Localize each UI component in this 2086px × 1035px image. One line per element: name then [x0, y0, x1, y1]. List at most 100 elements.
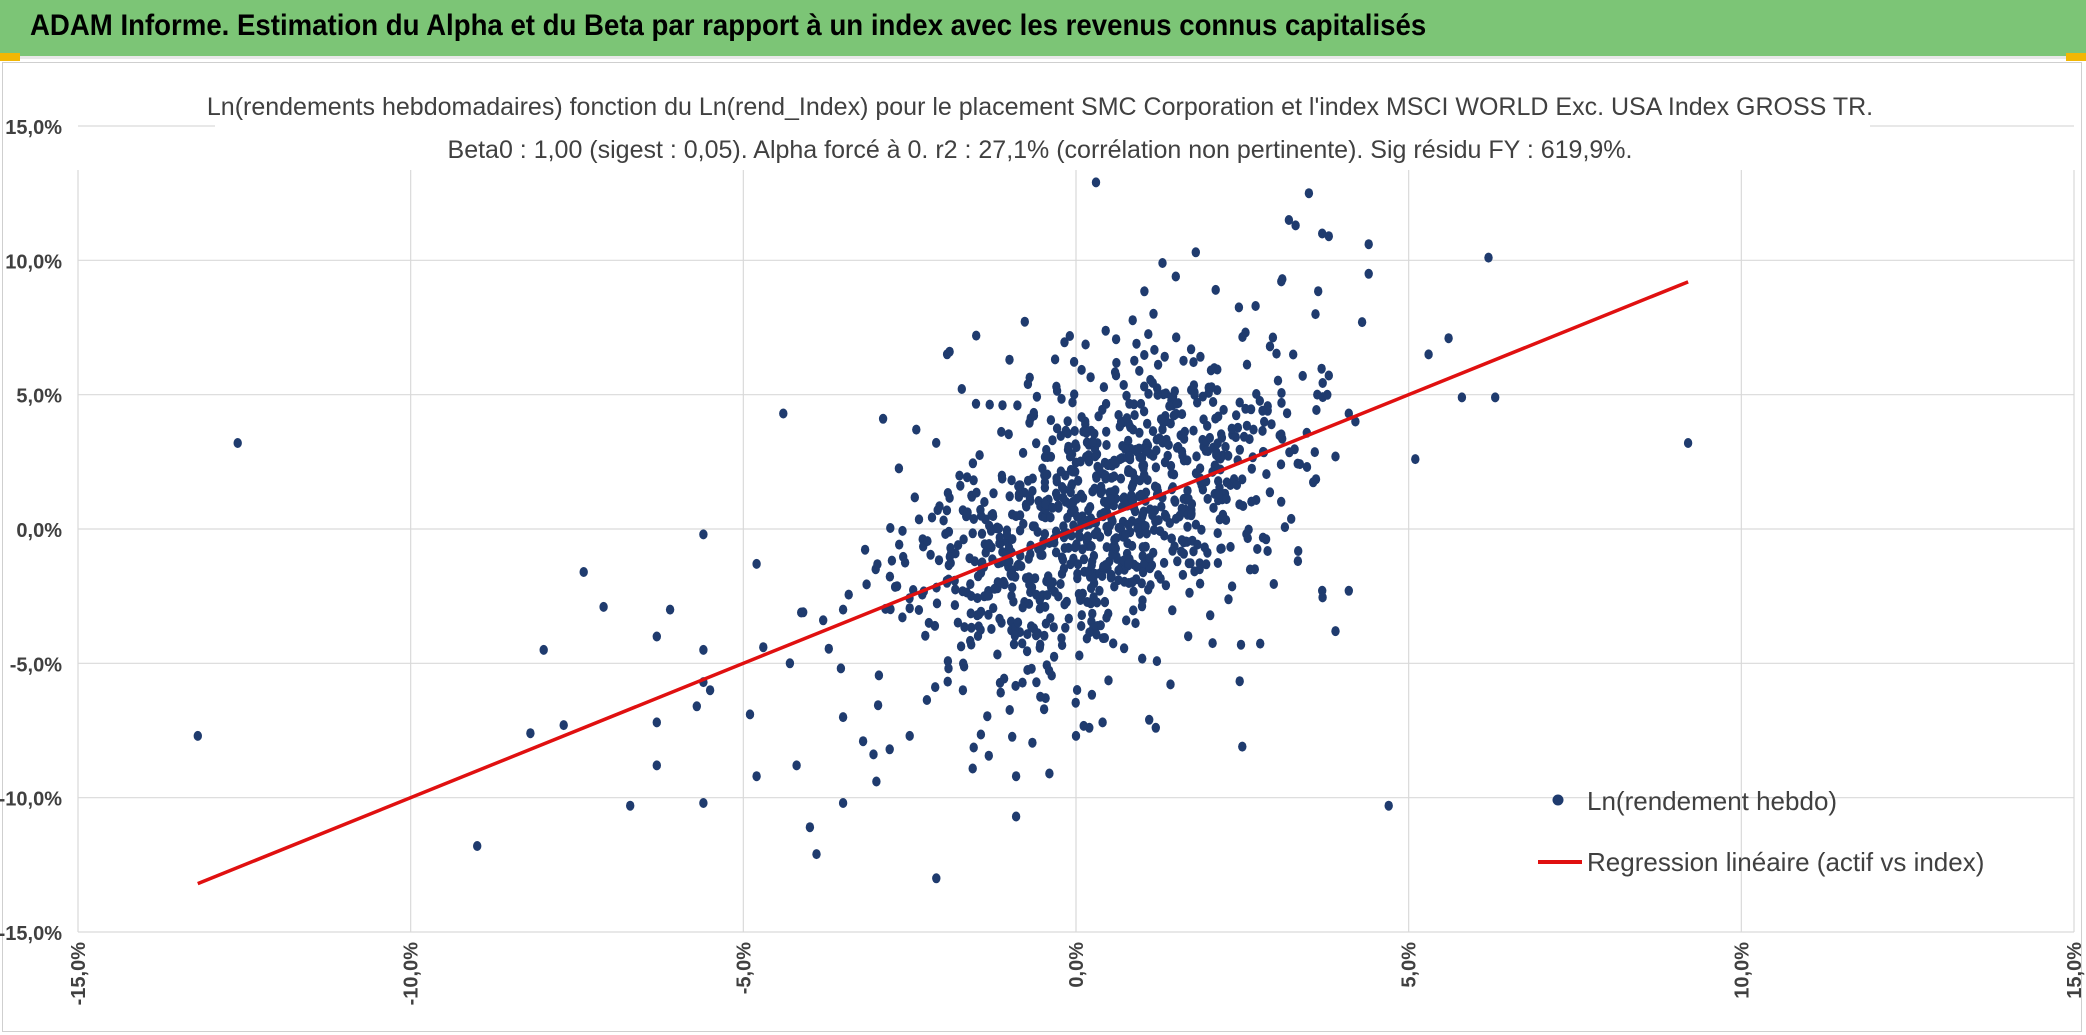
data-point: [1235, 444, 1245, 455]
data-point: [983, 711, 992, 722]
data-point: [1014, 489, 1024, 500]
data-point: [1008, 731, 1017, 742]
data-point: [1277, 397, 1286, 408]
data-point: [1154, 570, 1163, 581]
data-point: [1127, 482, 1137, 493]
data-point: [1074, 530, 1084, 541]
data-point: [1053, 491, 1062, 502]
data-point: [1011, 511, 1021, 522]
legend-label-regression: Regression linéaire (actif vs index): [1587, 847, 1984, 877]
data-point: [1064, 441, 1073, 452]
data-point: [1324, 231, 1334, 242]
data-point: [966, 635, 975, 646]
data-point: [1052, 385, 1062, 396]
data-point: [1042, 660, 1052, 671]
data-point: [1000, 579, 1009, 590]
data-point: [1166, 679, 1175, 690]
data-point: [874, 670, 884, 681]
data-point: [1293, 458, 1302, 469]
data-point: [1046, 415, 1056, 426]
data-point: [1082, 427, 1091, 438]
data-point: [1101, 325, 1110, 336]
data-point: [1084, 456, 1094, 467]
data-point: [1261, 534, 1271, 545]
data-point: [957, 384, 966, 394]
data-point: [932, 598, 942, 609]
data-point: [1313, 389, 1322, 400]
data-point: [1242, 359, 1252, 370]
data-point: [1109, 471, 1119, 482]
data-point: [1122, 413, 1132, 424]
data-point: [1114, 565, 1123, 576]
data-point: [1249, 424, 1258, 435]
y-tick-label: 5,0%: [16, 386, 62, 408]
data-point: [1049, 651, 1059, 662]
data-point: [1030, 573, 1040, 584]
data-point: [526, 728, 535, 739]
data-point: [1189, 425, 1198, 436]
data-point: [1206, 365, 1216, 376]
data-point: [1138, 508, 1148, 519]
data-point: [1106, 494, 1115, 505]
data-point: [1077, 364, 1086, 375]
data-point: [1221, 441, 1230, 452]
data-point: [1072, 685, 1082, 695]
data-point: [838, 798, 848, 808]
data-point: [1323, 389, 1332, 400]
data-point: [1484, 252, 1493, 263]
data-point: [1100, 596, 1110, 607]
data-point: [1126, 422, 1135, 433]
data-point: [1065, 331, 1075, 341]
data-point: [1208, 397, 1218, 407]
data-point: [779, 408, 788, 419]
data-point: [1040, 630, 1049, 641]
data-point: [998, 473, 1007, 484]
data-point: [1125, 398, 1134, 409]
data-point: [1196, 351, 1205, 362]
data-point: [1079, 554, 1089, 565]
data-point: [1344, 585, 1354, 596]
data-point: [1091, 451, 1100, 462]
data-point: [1172, 332, 1181, 343]
data-point: [946, 543, 955, 553]
data-point: [1142, 528, 1151, 539]
data-point: [958, 586, 967, 597]
data-point: [1187, 508, 1196, 519]
data-point: [1491, 392, 1500, 403]
data-point: [1173, 556, 1182, 567]
data-point: [1213, 528, 1222, 539]
data-point: [1282, 408, 1292, 419]
data-point: [1166, 460, 1176, 471]
data-point: [1208, 638, 1217, 649]
data-point: [1155, 433, 1164, 444]
data-point: [1151, 516, 1160, 527]
data-point: [1683, 438, 1693, 448]
data-point: [665, 604, 675, 615]
data-point: [1209, 502, 1218, 513]
data-point: [1018, 602, 1027, 613]
data-point: [1041, 618, 1051, 629]
data-point: [1211, 284, 1220, 295]
data-point: [993, 649, 1002, 660]
data-point: [1129, 605, 1138, 616]
data-point: [1086, 583, 1096, 594]
data-point: [1162, 512, 1171, 522]
y-tick-label: 10,0%: [5, 251, 62, 273]
data-point: [1192, 451, 1201, 462]
data-point: [1253, 544, 1262, 554]
data-point: [984, 609, 993, 620]
data-point: [1008, 534, 1017, 545]
y-axis-ticks: -15,0% -10,0% -5,0% 0,0% 5,0% 10,0% 15,0%: [0, 117, 62, 945]
data-point: [939, 515, 948, 526]
data-point: [1081, 339, 1090, 350]
data-point: [955, 470, 964, 481]
data-point: [1063, 416, 1072, 427]
data-point: [699, 529, 708, 540]
data-point: [1060, 337, 1069, 348]
data-point: [1232, 410, 1241, 421]
data-point: [985, 399, 994, 410]
data-point: [1110, 455, 1119, 466]
data-point: [1179, 433, 1189, 444]
data-point: [1161, 580, 1171, 591]
data-point: [1203, 493, 1212, 504]
